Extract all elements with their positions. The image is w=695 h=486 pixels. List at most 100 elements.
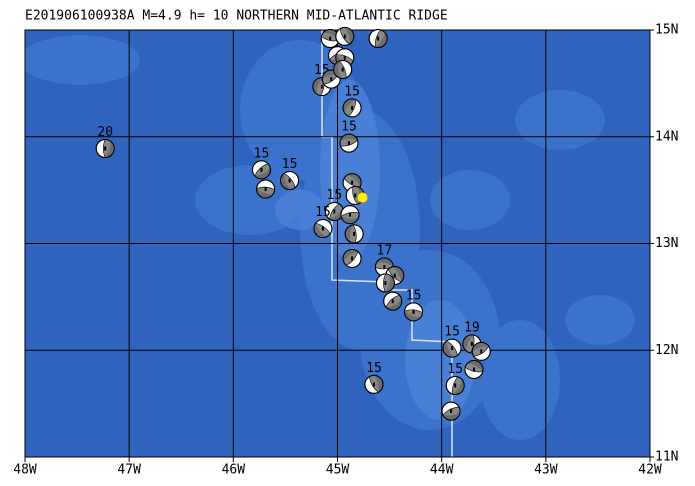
beachball-compression [256, 188, 274, 199]
beachball-compression [105, 140, 115, 158]
beachball-outline [441, 401, 461, 421]
focal-mechanism [364, 374, 384, 394]
focal-mechanism [342, 98, 362, 118]
focal-mechanism [342, 248, 362, 268]
focal-mechanism [344, 224, 364, 244]
beachball-compression [313, 223, 327, 238]
depth-label: 20 [97, 125, 113, 140]
beachball-outline [251, 160, 271, 180]
beachball-outline [445, 375, 465, 395]
focal-mechanism [95, 138, 115, 158]
beachball-outline [464, 359, 484, 379]
focal-mechanism [340, 205, 360, 225]
beachball-outline [335, 26, 355, 46]
beachball-outline [404, 302, 424, 322]
focal-mechanism [383, 291, 403, 311]
beachball-outline [280, 171, 300, 191]
beachball-outline [321, 69, 341, 89]
beachball-compression [343, 98, 356, 114]
beachball-outline [375, 273, 395, 293]
beachball-outline [256, 179, 276, 199]
focal-mechanism [441, 401, 461, 421]
beachball-compression [345, 224, 354, 243]
depth-label: 15 [254, 146, 270, 161]
beachball-outline [368, 29, 388, 49]
beachball-compression [280, 173, 292, 190]
beachball-outline [313, 219, 333, 239]
frame [24, 29, 651, 458]
depth-label: 15 [447, 362, 463, 377]
x-tick-label: 44W [430, 463, 454, 478]
beachball-compression [376, 257, 394, 267]
beachball-outline [342, 248, 362, 268]
focal-mechanism [445, 375, 465, 395]
focal-mechanism [251, 160, 271, 180]
beachball-compression [443, 341, 454, 358]
focal-mechanism [471, 341, 491, 361]
x-tick-label: 47W [117, 463, 141, 478]
beachball-compression [373, 375, 384, 393]
y-tick-label: 13N [655, 236, 678, 251]
focal-mechanism [313, 219, 333, 239]
focal-mechanism [442, 338, 462, 358]
depth-label: 15 [406, 288, 422, 303]
beachball-compression [323, 29, 340, 41]
focal-mechanism [256, 179, 276, 199]
depth-label: 15 [315, 205, 331, 220]
focal-mechanism [320, 29, 340, 49]
focal-mechanism [404, 302, 424, 322]
beachball-compression [344, 27, 354, 45]
beachball-compression [340, 134, 358, 142]
x-tick-label: 48W [13, 463, 37, 478]
depth-label: 15 [282, 157, 298, 172]
beachball-compression [385, 275, 395, 292]
y-tick-label: 12N [655, 343, 678, 358]
focal-mechanism [280, 171, 300, 191]
beachball-compression [375, 32, 388, 48]
beachball-compression [467, 360, 483, 372]
y-tick-label: 11N [655, 450, 678, 465]
x-tick-label: 42W [638, 463, 662, 478]
beachball-outline [339, 133, 359, 153]
beachball-compression [312, 77, 324, 94]
beachball-compression [333, 61, 342, 79]
beachball-compression [404, 311, 421, 321]
beachball-outline [340, 205, 360, 225]
depth-label: 15 [444, 325, 460, 340]
beachball-outline [471, 341, 491, 361]
beachball-outline [342, 98, 362, 118]
beachball-compression [343, 249, 358, 262]
beachball-outline [442, 338, 462, 358]
depth-label: 15 [341, 120, 357, 135]
beachball-compression [347, 173, 362, 187]
beachball-outline [333, 59, 353, 79]
depth-label: 15 [366, 361, 382, 376]
beachball-outline [344, 224, 364, 244]
depth-label: 17 [377, 243, 393, 258]
beachball-compression [472, 342, 489, 352]
map-title: E201906100938A M=4.9 h= 10 NORTHERN MID-… [25, 9, 448, 24]
beachball-compression [442, 411, 461, 421]
beachball-outline [383, 291, 403, 311]
focal-mechanism [339, 133, 359, 153]
focal-mechanism [335, 26, 355, 46]
focal-mechanism [375, 273, 395, 293]
y-tick-label: 15N [655, 23, 678, 38]
beachball-compression [386, 299, 402, 311]
x-tick-label: 43W [534, 463, 558, 478]
beachball-compression [462, 334, 474, 351]
beachball-outline [364, 374, 384, 394]
depth-label: 15 [327, 188, 343, 203]
beachball-compression [452, 379, 465, 395]
focal-mechanism [464, 359, 484, 379]
beachball-compression [329, 207, 344, 221]
beachball-compression [341, 216, 359, 224]
x-tick-label: 45W [326, 463, 350, 478]
epicenter [357, 192, 368, 203]
focal-mechanism [368, 29, 388, 49]
beachball-compression [254, 167, 271, 179]
beachball-outline [95, 138, 115, 158]
